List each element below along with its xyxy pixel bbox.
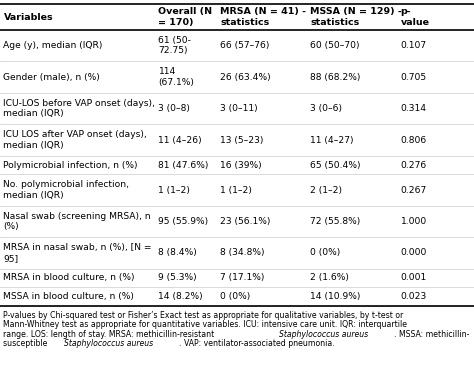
Text: 3 (0–6): 3 (0–6)	[310, 104, 343, 113]
Text: Age (y), median (IQR): Age (y), median (IQR)	[3, 41, 103, 50]
Text: 9 (5.3%): 9 (5.3%)	[158, 273, 197, 282]
Text: 88 (68.2%): 88 (68.2%)	[310, 73, 361, 82]
Text: 13 (5–23): 13 (5–23)	[220, 135, 264, 145]
Text: 0.276: 0.276	[401, 161, 427, 169]
Text: MSSA (N = 129) -
statistics: MSSA (N = 129) - statistics	[310, 7, 402, 27]
Text: 0 (0%): 0 (0%)	[220, 292, 251, 301]
Text: susceptible: susceptible	[3, 339, 50, 348]
Text: . VAP: ventilator-associated pneumonia.: . VAP: ventilator-associated pneumonia.	[179, 339, 335, 348]
Text: 0.000: 0.000	[401, 248, 427, 258]
Text: 0.314: 0.314	[401, 104, 427, 113]
Text: Overall (N
= 170): Overall (N = 170)	[158, 7, 213, 27]
Text: 61 (50-
72.75): 61 (50- 72.75)	[158, 36, 191, 56]
Text: P-values by Chi-squared test or Fisher’s Exact test as appropriate for qualitati: P-values by Chi-squared test or Fisher’s…	[3, 311, 404, 320]
Text: 1 (1–2): 1 (1–2)	[158, 185, 191, 195]
Text: 65 (50.4%): 65 (50.4%)	[310, 161, 361, 169]
Text: 0.001: 0.001	[401, 273, 427, 282]
Text: 3 (0–8): 3 (0–8)	[158, 104, 191, 113]
Text: 66 (57–76): 66 (57–76)	[220, 41, 270, 50]
Text: MSSA in blood culture, n (%): MSSA in blood culture, n (%)	[3, 292, 134, 301]
Text: 14 (8.2%): 14 (8.2%)	[158, 292, 203, 301]
Text: 1 (1–2): 1 (1–2)	[220, 185, 252, 195]
Text: Staphylococcus aureus: Staphylococcus aureus	[64, 339, 153, 348]
Text: 95 (55.9%): 95 (55.9%)	[158, 217, 209, 226]
Text: 1.000: 1.000	[401, 217, 427, 226]
Text: 0.267: 0.267	[401, 185, 427, 195]
Text: 114
(67.1%): 114 (67.1%)	[158, 67, 194, 87]
Text: 0.806: 0.806	[401, 135, 427, 145]
Text: 0.023: 0.023	[401, 292, 427, 301]
Text: p-
value: p- value	[401, 7, 429, 27]
Text: 11 (4–27): 11 (4–27)	[310, 135, 354, 145]
Text: 7 (17.1%): 7 (17.1%)	[220, 273, 265, 282]
Text: MRSA (N = 41) -
statistics: MRSA (N = 41) - statistics	[220, 7, 307, 27]
Text: 2 (1–2): 2 (1–2)	[310, 185, 343, 195]
Text: 0 (0%): 0 (0%)	[310, 248, 341, 258]
Text: 26 (63.4%): 26 (63.4%)	[220, 73, 271, 82]
Text: Nasal swab (screening MRSA), n
(%): Nasal swab (screening MRSA), n (%)	[3, 212, 151, 231]
Text: 8 (34.8%): 8 (34.8%)	[220, 248, 265, 258]
Text: 60 (50–70): 60 (50–70)	[310, 41, 360, 50]
Text: MRSA in blood culture, n (%): MRSA in blood culture, n (%)	[3, 273, 135, 282]
Text: 23 (56.1%): 23 (56.1%)	[220, 217, 271, 226]
Text: 16 (39%): 16 (39%)	[220, 161, 262, 169]
Text: range. LOS: length of stay. MRSA: methicillin-resistant: range. LOS: length of stay. MRSA: methic…	[3, 330, 217, 339]
Text: ICU-LOS before VAP onset (days),
median (IQR): ICU-LOS before VAP onset (days), median …	[3, 99, 155, 118]
Text: 0.705: 0.705	[401, 73, 427, 82]
Text: Staphylococcus aureus: Staphylococcus aureus	[279, 330, 368, 339]
Text: 8 (8.4%): 8 (8.4%)	[158, 248, 197, 258]
Text: 0.107: 0.107	[401, 41, 427, 50]
Text: Gender (male), n (%): Gender (male), n (%)	[3, 73, 100, 82]
Text: . MSSA: methicillin-: . MSSA: methicillin-	[394, 330, 470, 339]
Text: 11 (4–26): 11 (4–26)	[158, 135, 202, 145]
Text: ICU LOS after VAP onset (days),
median (IQR): ICU LOS after VAP onset (days), median (…	[3, 130, 147, 150]
Text: Mann-Whitney test as appropriate for quantitative variables. ICU: intensive care: Mann-Whitney test as appropriate for qua…	[3, 320, 408, 329]
Text: 14 (10.9%): 14 (10.9%)	[310, 292, 361, 301]
Text: 81 (47.6%): 81 (47.6%)	[158, 161, 209, 169]
Text: No. polymicrobial infection,
median (IQR): No. polymicrobial infection, median (IQR…	[3, 180, 129, 200]
Text: Variables: Variables	[3, 13, 53, 21]
Text: MRSA in nasal swab, n (%), [N =
95]: MRSA in nasal swab, n (%), [N = 95]	[3, 243, 152, 263]
Text: Polymicrobial infection, n (%): Polymicrobial infection, n (%)	[3, 161, 138, 169]
Text: 3 (0–11): 3 (0–11)	[220, 104, 258, 113]
Text: 72 (55.8%): 72 (55.8%)	[310, 217, 361, 226]
Text: 2 (1.6%): 2 (1.6%)	[310, 273, 349, 282]
